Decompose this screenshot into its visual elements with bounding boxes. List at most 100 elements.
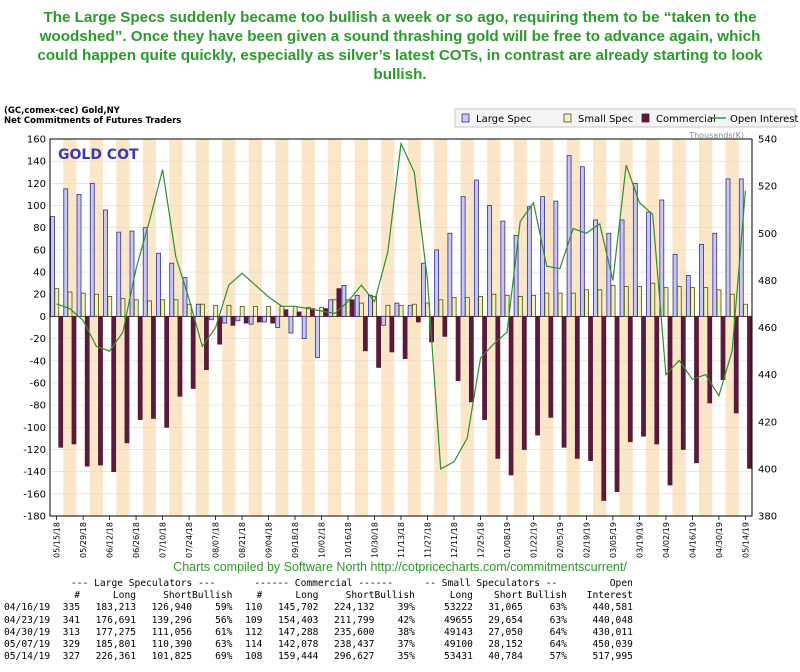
bar-small-spec bbox=[570, 292, 576, 317]
x-tick-label: 05/15/18 bbox=[53, 522, 62, 558]
bar-small-spec bbox=[239, 306, 245, 317]
bar-commercial bbox=[84, 316, 90, 467]
bar-commercial bbox=[747, 316, 752, 469]
bar-large-spec bbox=[420, 262, 426, 317]
table-cell: 109 bbox=[245, 614, 263, 626]
x-tick-label: 08/21/18 bbox=[238, 522, 247, 558]
table-cell: 56% bbox=[215, 614, 233, 626]
bar-small-spec bbox=[650, 282, 656, 317]
bar-small-spec bbox=[438, 299, 444, 317]
symbol-line: (GC,comex-cec) Gold,NY bbox=[4, 106, 121, 116]
bar-commercial bbox=[349, 299, 355, 317]
bar-small-spec bbox=[478, 296, 483, 317]
table-cell: 177,275 bbox=[95, 626, 136, 638]
table-cell: Interest bbox=[586, 590, 633, 602]
band bbox=[407, 139, 421, 516]
x-tick-label: 01/22/19 bbox=[529, 522, 538, 558]
y2-tick-label: 540 bbox=[758, 135, 777, 146]
y-tick-label: 140 bbox=[27, 157, 46, 168]
table-cell: 40,784 bbox=[488, 651, 523, 663]
bar-large-spec bbox=[579, 166, 585, 317]
bar-large-spec bbox=[156, 252, 161, 317]
bar-commercial bbox=[521, 316, 527, 450]
bar-large-spec bbox=[540, 196, 545, 317]
x-tick-label: 04/30/19 bbox=[715, 522, 724, 558]
table-cell: 185,801 bbox=[95, 639, 136, 651]
x-tick-label: 03/05/19 bbox=[609, 522, 618, 558]
table-row: 04/16/19 335 183,213 126,940 59% 110 145,702 22… bbox=[4, 602, 633, 614]
x-tick-label: 10/02/18 bbox=[318, 522, 327, 558]
bar-large-spec bbox=[248, 316, 254, 325]
table-cell: 327 bbox=[62, 651, 80, 663]
bar-large-spec bbox=[142, 227, 148, 317]
table-cell: 108 bbox=[245, 651, 263, 663]
bar-commercial bbox=[468, 316, 474, 403]
legend-label: Open Interest bbox=[730, 114, 799, 125]
table-cell: 176,691 bbox=[95, 614, 136, 626]
bar-small-spec bbox=[411, 303, 417, 317]
bar-small-spec bbox=[398, 304, 404, 317]
table-cell: 05/14/19 bbox=[4, 651, 51, 663]
bar-commercial bbox=[270, 316, 276, 324]
bar-small-spec bbox=[67, 291, 73, 317]
bar-small-spec bbox=[186, 303, 192, 317]
y-tick-label: -120 bbox=[23, 445, 46, 456]
table-cell: 139,296 bbox=[151, 614, 192, 626]
bar-large-spec bbox=[685, 274, 691, 317]
bar-large-spec bbox=[301, 316, 307, 339]
table-cell: Long bbox=[112, 590, 136, 602]
bar-large-spec bbox=[487, 205, 492, 317]
table-row: 04/30/19 313 177,275 111,056 61% 112 147,288 23… bbox=[4, 627, 633, 639]
x-tick-label: 06/26/18 bbox=[132, 522, 141, 558]
table-cell: 57% bbox=[549, 651, 567, 663]
band bbox=[328, 139, 342, 516]
bar-large-spec bbox=[407, 304, 413, 317]
legend: Large Spec Small Spec Commercial Open Inter… bbox=[454, 108, 799, 128]
bar-commercial bbox=[190, 316, 196, 389]
x-tick-label: 10/30/18 bbox=[371, 522, 380, 558]
table-cell: ------ Commercial ------ bbox=[254, 578, 393, 589]
bar-large-spec bbox=[447, 232, 453, 317]
y-tick-label: 80 bbox=[33, 223, 46, 234]
bar-commercial bbox=[574, 316, 580, 459]
table-cell: Long bbox=[449, 590, 473, 602]
bar-small-spec bbox=[319, 307, 325, 317]
band bbox=[195, 139, 209, 516]
x-tick-label: 04/16/19 bbox=[688, 522, 697, 558]
band bbox=[275, 139, 289, 516]
table-cell: -- Small Speculators -- bbox=[424, 578, 558, 589]
y-tick-label: -80 bbox=[30, 401, 46, 412]
y-tick-label: -20 bbox=[30, 334, 46, 345]
table-cell: 450,039 bbox=[592, 639, 633, 651]
cot-table: --- Large Speculators --- ------ Commerci… bbox=[4, 578, 796, 663]
table-cell: 335 bbox=[62, 602, 80, 614]
y2-tick-label: 440 bbox=[758, 370, 777, 381]
bar-small-spec bbox=[372, 296, 378, 317]
table-cell: 147,288 bbox=[278, 626, 319, 638]
bar-commercial bbox=[654, 316, 660, 445]
y2-tick-label: 460 bbox=[758, 323, 777, 334]
y-tick-label: 0 bbox=[40, 312, 46, 323]
y2-tick-label: 520 bbox=[758, 182, 777, 193]
table-cell: 329 bbox=[62, 639, 80, 651]
bar-small-spec bbox=[610, 284, 616, 317]
table-cell: 183,213 bbox=[95, 602, 136, 614]
table-cell: 296,627 bbox=[334, 651, 375, 663]
gold-cot-chart: (GC,comex-cec) Gold,NY Net Commitments o… bbox=[4, 106, 799, 558]
bar-small-spec bbox=[213, 304, 219, 317]
bar-commercial bbox=[588, 316, 593, 461]
bar-commercial bbox=[707, 316, 713, 404]
bar-commercial bbox=[124, 316, 130, 444]
open-interest-line bbox=[56, 141, 746, 470]
table-cell: Short bbox=[163, 590, 192, 602]
table-cell: 61% bbox=[215, 626, 233, 638]
bar-large-spec bbox=[288, 316, 294, 334]
bar-large-spec bbox=[526, 206, 532, 317]
table-cell: 35% bbox=[397, 651, 415, 663]
bar-small-spec bbox=[107, 296, 113, 317]
x-tick-label: 12/25/18 bbox=[476, 522, 485, 558]
bar-commercial bbox=[402, 316, 408, 359]
bar-large-spec bbox=[434, 249, 440, 317]
table-cell: 49143 bbox=[444, 626, 473, 638]
x-tick-label: 02/05/19 bbox=[556, 522, 565, 558]
